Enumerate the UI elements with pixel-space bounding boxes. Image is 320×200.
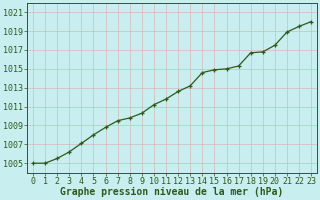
X-axis label: Graphe pression niveau de la mer (hPa): Graphe pression niveau de la mer (hPa) [60,187,284,197]
